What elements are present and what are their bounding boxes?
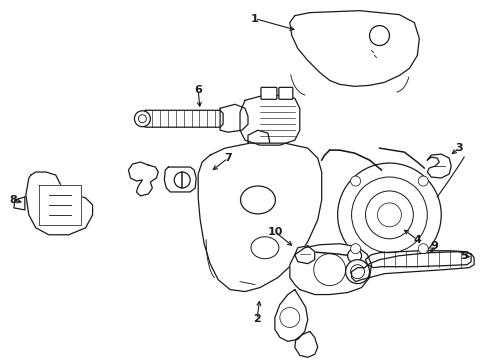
Text: 2: 2 [253, 314, 261, 324]
Polygon shape [26, 172, 93, 235]
Polygon shape [240, 95, 300, 145]
Polygon shape [248, 130, 270, 143]
Text: 6: 6 [194, 85, 202, 95]
Polygon shape [220, 104, 248, 132]
Circle shape [351, 176, 361, 186]
Text: 10: 10 [267, 227, 283, 237]
Circle shape [418, 176, 428, 186]
Text: 7: 7 [224, 153, 232, 163]
Text: 4: 4 [414, 235, 421, 245]
Polygon shape [14, 197, 25, 210]
Polygon shape [295, 246, 315, 264]
Polygon shape [352, 252, 474, 282]
Polygon shape [290, 11, 419, 86]
Text: 8: 8 [9, 195, 17, 205]
Text: 9: 9 [430, 241, 438, 251]
Polygon shape [143, 110, 223, 127]
Polygon shape [427, 154, 451, 178]
Circle shape [347, 249, 362, 263]
Circle shape [418, 244, 428, 254]
Polygon shape [366, 251, 471, 268]
Polygon shape [128, 162, 158, 196]
Text: 3: 3 [455, 143, 463, 153]
FancyBboxPatch shape [261, 87, 277, 99]
Polygon shape [275, 289, 308, 341]
Circle shape [345, 260, 369, 284]
Polygon shape [39, 185, 81, 225]
Polygon shape [295, 332, 318, 357]
Circle shape [351, 244, 361, 254]
FancyBboxPatch shape [279, 87, 293, 99]
Polygon shape [290, 244, 371, 294]
Polygon shape [198, 143, 322, 292]
Circle shape [134, 111, 150, 127]
Text: 5: 5 [460, 251, 468, 261]
Circle shape [338, 163, 441, 267]
Polygon shape [164, 167, 196, 192]
Text: 1: 1 [251, 14, 259, 24]
